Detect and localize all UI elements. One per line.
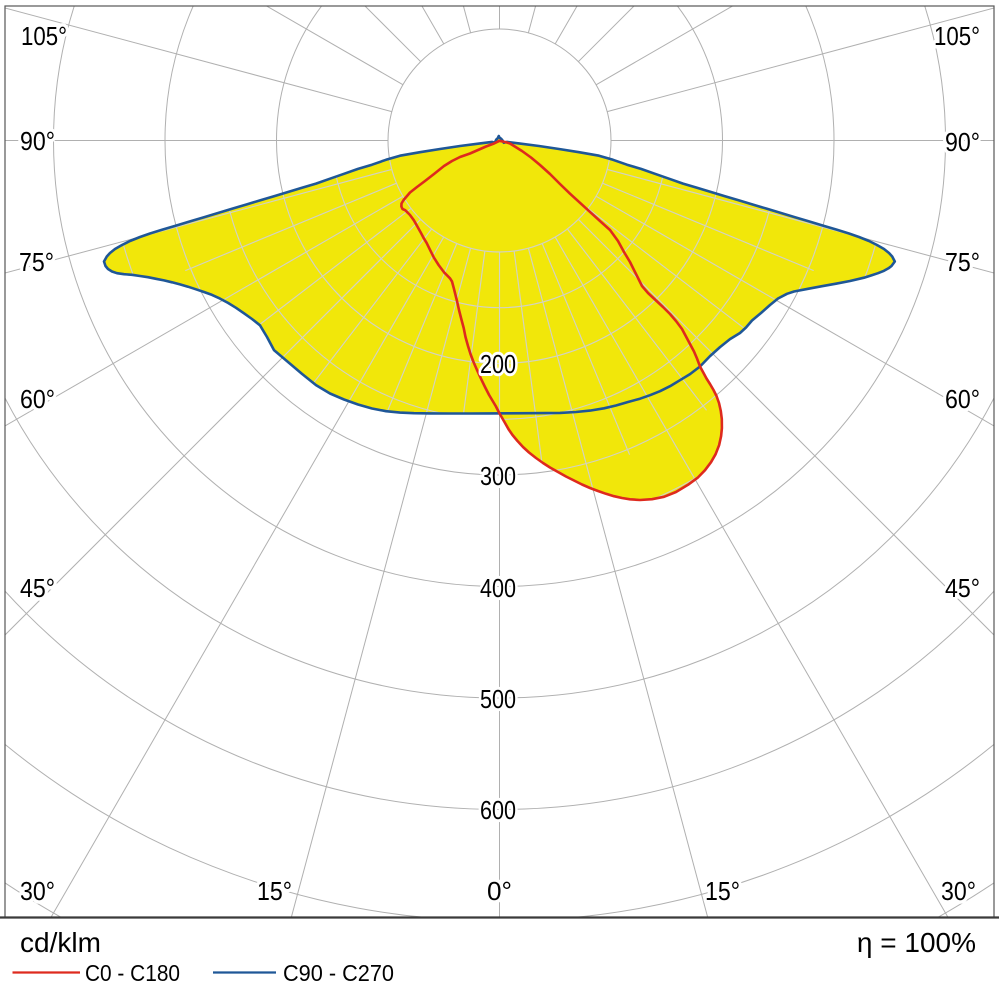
- svg-text:60°: 60°: [945, 384, 980, 414]
- svg-text:45°: 45°: [945, 573, 980, 603]
- svg-text:η = 100%: η = 100%: [857, 927, 976, 958]
- svg-text:200: 200: [480, 349, 516, 379]
- svg-text:15°: 15°: [705, 876, 740, 906]
- svg-text:cd/klm: cd/klm: [20, 927, 101, 958]
- svg-text:30°: 30°: [20, 876, 55, 906]
- svg-text:600: 600: [480, 795, 516, 825]
- svg-text:60°: 60°: [20, 384, 55, 414]
- svg-text:45°: 45°: [20, 573, 55, 603]
- svg-text:300: 300: [480, 461, 516, 491]
- svg-text:90°: 90°: [20, 126, 55, 156]
- svg-text:C90 - C270: C90 - C270: [283, 960, 394, 986]
- svg-text:105°: 105°: [21, 21, 67, 51]
- svg-text:400: 400: [480, 573, 516, 603]
- svg-text:75°: 75°: [945, 247, 980, 277]
- svg-text:15°: 15°: [257, 876, 292, 906]
- svg-text:30°: 30°: [941, 876, 976, 906]
- svg-text:75°: 75°: [19, 247, 54, 277]
- svg-text:C0 - C180: C0 - C180: [85, 960, 180, 986]
- svg-text:105°: 105°: [934, 21, 980, 51]
- svg-text:90°: 90°: [945, 127, 980, 157]
- svg-text:0°: 0°: [487, 876, 512, 906]
- svg-text:500: 500: [480, 684, 516, 714]
